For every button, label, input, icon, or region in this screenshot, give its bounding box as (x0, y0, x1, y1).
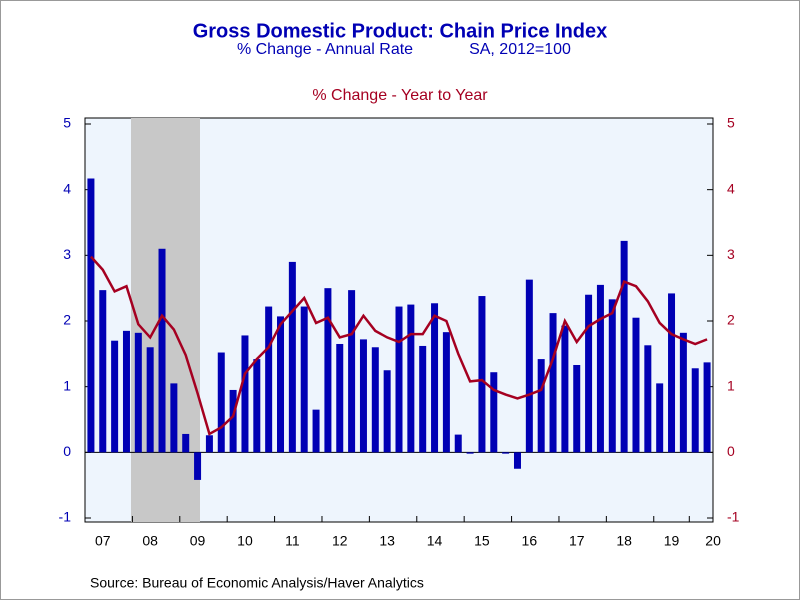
bar (608, 299, 616, 453)
bar (561, 325, 569, 453)
bar (253, 359, 261, 453)
bar (502, 452, 510, 454)
bar (466, 452, 474, 454)
y2-tick-label: 4 (727, 180, 735, 196)
bar (691, 368, 699, 453)
y2-tick-label: 1 (727, 377, 735, 393)
y-tick-label: 4 (63, 180, 71, 196)
bar (585, 294, 593, 453)
bar (525, 279, 533, 453)
x-tick-label: 15 (474, 533, 490, 549)
x-tick-label: 17 (569, 533, 585, 549)
bar (668, 293, 676, 453)
bar (312, 409, 320, 453)
bar (549, 313, 557, 453)
bar (620, 240, 628, 453)
bar (656, 383, 664, 453)
bar (407, 304, 415, 453)
x-tick-label: 13 (379, 533, 395, 549)
bar (573, 364, 581, 453)
bar (170, 383, 178, 453)
bar (679, 332, 687, 453)
y-tick-label: 3 (63, 246, 71, 262)
y2-tick-label: 0 (727, 443, 735, 459)
bar (205, 435, 213, 453)
x-tick-label: 20 (705, 533, 721, 549)
chart-title: Gross Domestic Product: Chain Price Inde… (193, 20, 608, 42)
x-tick-label: 08 (142, 533, 158, 549)
bar (419, 345, 427, 453)
x-tick-label: 12 (332, 533, 348, 549)
bar (288, 261, 296, 453)
bar (217, 352, 225, 453)
bar (134, 332, 142, 453)
bar (300, 306, 308, 453)
legend-line: % Change - Year to Year (312, 87, 488, 104)
x-tick-label: 09 (190, 533, 206, 549)
bar (111, 340, 119, 453)
bar (277, 316, 285, 453)
y-tick-label: 5 (63, 115, 71, 131)
y-tick-label: -1 (59, 509, 72, 525)
y2-tick-label: 3 (727, 246, 735, 262)
bar (146, 347, 154, 453)
bar (182, 433, 190, 453)
x-tick-label: 18 (616, 533, 632, 549)
bar (431, 303, 439, 453)
y-tick-label: 0 (63, 443, 71, 459)
bar (229, 389, 237, 453)
bar (454, 434, 462, 453)
y-tick-label: 1 (63, 377, 71, 393)
x-tick-label: 10 (237, 533, 253, 549)
x-tick-label: 16 (522, 533, 538, 549)
bar (478, 296, 486, 453)
bar (383, 370, 391, 453)
bar (359, 339, 367, 453)
legend-bar: % Change - Annual Rate (237, 41, 413, 58)
bar (703, 362, 711, 453)
bar (324, 288, 332, 453)
bar (644, 345, 652, 453)
source: Source: Bureau of Economic Analysis/Have… (90, 575, 424, 591)
x-tick-label: 19 (664, 533, 680, 549)
x-tick-label: 07 (95, 533, 111, 549)
bar (194, 452, 202, 480)
y2-tick-label: 2 (727, 312, 735, 328)
y-tick-label: 2 (63, 312, 71, 328)
bar (122, 330, 130, 453)
bar (336, 343, 344, 453)
bar (265, 306, 273, 453)
bar (632, 317, 640, 453)
subtitle: SA, 2012=100 (469, 41, 571, 58)
bar (241, 335, 249, 453)
bar (513, 452, 521, 469)
bar (490, 372, 498, 453)
bar (158, 248, 166, 453)
bar (537, 359, 545, 453)
bar (87, 178, 95, 453)
x-tick-label: 11 (285, 533, 300, 549)
y2-tick-label: -1 (727, 509, 740, 525)
bar (348, 290, 356, 453)
bar (99, 290, 107, 453)
line (89, 255, 708, 436)
bar (371, 347, 379, 453)
x-tick-label: 14 (427, 533, 443, 549)
bar (395, 306, 403, 453)
bar (596, 284, 604, 453)
bar (442, 332, 450, 453)
y2-tick-label: 5 (727, 115, 735, 131)
